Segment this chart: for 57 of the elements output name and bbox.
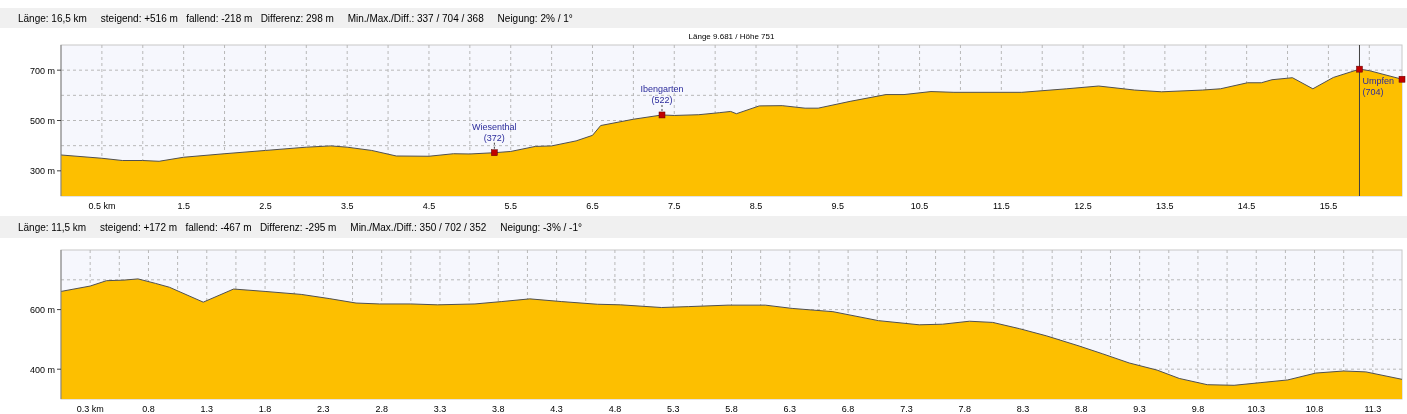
x-tick-label: 3.8 [492, 404, 505, 414]
chart-title: Länge: 11,5 km steigend: +172 m fallend: -467 m Differenz: -295 m Min./Max./Diff.: 350 / 702 / 352 Neigung: -3% / -1° [18, 222, 583, 233]
point [491, 149, 498, 156]
x-tick-label: 8.8 [1075, 404, 1088, 414]
x-tick-label: 6.5 [586, 201, 599, 211]
x-tick-label: 12.5 [1074, 201, 1092, 211]
x-tick-label: 0.8 [142, 404, 155, 414]
x-tick-label: 3.5 [340, 201, 354, 211]
data-label: (522) [651, 94, 673, 105]
x-tick-label: 2.3 [317, 404, 330, 414]
y-tick-label: 400 m [29, 364, 55, 375]
x-tick-label: 14.5 [1237, 201, 1256, 211]
x-tick-label: 9.5 [831, 201, 845, 211]
x-tick-label: 4.3 [550, 404, 563, 414]
x-tick-label: 8.3 [1016, 404, 1030, 414]
x-tick-label: 2.8 [375, 404, 388, 414]
data-label: (704) [1362, 87, 1384, 98]
y-tick-label: 500 m [29, 116, 55, 126]
x-tick-label: 7.3 [900, 404, 913, 414]
x-tick-label: 7.8 [958, 404, 971, 414]
x-tick-label: 6.8 [841, 404, 855, 414]
y-tick-label: 700 m [29, 65, 55, 76]
x-tick-label: 5.3 [666, 404, 680, 414]
x-tick-label: 6.3 [783, 404, 797, 414]
x-tick-label: 15.5 [1319, 201, 1338, 211]
x-tick-label: 10.8 [1305, 404, 1324, 414]
annotation: Ibengarten [640, 83, 684, 94]
x-tick-label: 4.8 [608, 404, 622, 414]
text: Länge 9.681 / Höhe 751 [688, 32, 775, 41]
x-tick-label: 1.3 [200, 404, 214, 414]
x-tick-label: 5.8 [725, 404, 738, 414]
point [658, 111, 666, 119]
x-tick-label: 10.3 [1247, 404, 1265, 414]
x-tick-label: 1.8 [258, 404, 272, 414]
x-tick-label: 7.5 [668, 201, 681, 211]
x-tick-label: 9.3 [1133, 404, 1146, 414]
chart-title: Länge: 16,5 km steigend: +516 m fallend: -218 m Differenz: 298 m Min./Max./Diff.: 337 / 704 / 368 Neigung: 2% / 1° [18, 13, 573, 24]
point [1398, 75, 1406, 83]
x-tick-label: 1.5 [177, 201, 190, 211]
y-tick-label: 300 m [29, 166, 55, 177]
x-tick-label: 11.3 [1364, 404, 1382, 414]
x-tick-label: 5.5 [504, 201, 517, 211]
x-tick-label: 11.5 [992, 201, 1010, 211]
x-tick-label: 13.5 [1156, 201, 1174, 211]
point [1356, 65, 1363, 73]
annotation: Umpfen [1362, 76, 1394, 87]
x-tick-label: 4.5 [422, 201, 436, 211]
x-tick-label: 2.5 [259, 201, 272, 211]
annotation: Wiesenthal [472, 121, 517, 132]
data-label: (372) [483, 132, 505, 143]
x-tick-label: 8.5 [749, 201, 763, 211]
x-tick-label: 10.5 [910, 201, 929, 211]
y-tick-label: 600 m [29, 305, 55, 316]
x-tick-label: 3.3 [433, 404, 447, 414]
x-tick-label: 9.8 [1191, 404, 1205, 414]
x-tick-label: 0.5 km [88, 201, 116, 211]
x-tick-label: 0.3 km [76, 404, 104, 414]
